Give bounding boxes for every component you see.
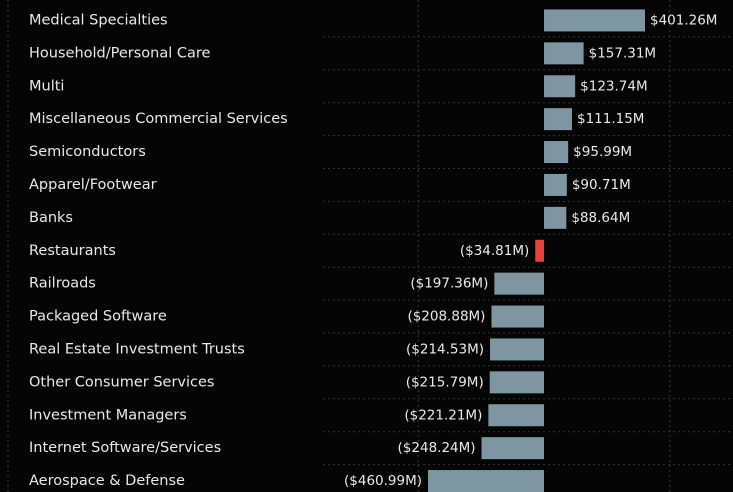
- bar: [494, 272, 545, 295]
- category-label: Aerospace & Defense: [29, 473, 185, 489]
- bar: [544, 173, 567, 196]
- bar: [544, 141, 569, 164]
- value-label: $90.71M: [572, 177, 631, 193]
- value-label: $111.15M: [577, 111, 644, 127]
- value-label: ($197.36M): [410, 276, 488, 292]
- value-label: ($208.88M): [407, 309, 485, 325]
- category-label: Real Estate Investment Trusts: [29, 341, 245, 357]
- category-label: Household/Personal Care: [29, 45, 211, 61]
- category-label: Internet Software/Services: [29, 440, 221, 456]
- value-label: ($215.79M): [406, 374, 484, 390]
- bar: [544, 206, 567, 229]
- category-label: Packaged Software: [29, 309, 167, 325]
- bar: [481, 437, 545, 460]
- value-label: ($221.21M): [404, 407, 482, 423]
- value-label: ($34.81M): [460, 243, 529, 259]
- bar: [544, 42, 584, 65]
- category-label: Other Consumer Services: [29, 374, 214, 390]
- bar: [491, 305, 545, 328]
- category-label: Multi: [29, 78, 64, 94]
- value-label: $123.74M: [580, 78, 647, 94]
- category-label: Apparel/Footwear: [29, 177, 157, 193]
- category-label: Banks: [29, 210, 73, 226]
- category-label: Miscellaneous Commercial Services: [29, 111, 288, 127]
- category-label: Investment Managers: [29, 407, 187, 423]
- category-label: Restaurants: [29, 243, 116, 259]
- value-label: $95.99M: [573, 144, 632, 160]
- value-label: $401.26M: [650, 12, 717, 28]
- bar: [488, 404, 545, 427]
- bar: [544, 75, 576, 98]
- category-label: Semiconductors: [29, 144, 146, 160]
- bar: [428, 470, 545, 492]
- value-label: ($460.99M): [344, 473, 422, 489]
- value-label: $88.64M: [571, 210, 630, 226]
- value-label: $157.31M: [589, 45, 656, 61]
- bar: [489, 371, 545, 394]
- category-label: Railroads: [29, 276, 96, 292]
- bar: [490, 338, 545, 361]
- value-label: ($248.24M): [398, 440, 476, 456]
- bar: [535, 239, 545, 262]
- bar: [544, 108, 572, 131]
- category-label: Medical Specialties: [29, 12, 168, 28]
- bar: [544, 9, 645, 32]
- value-label: ($214.53M): [406, 341, 484, 357]
